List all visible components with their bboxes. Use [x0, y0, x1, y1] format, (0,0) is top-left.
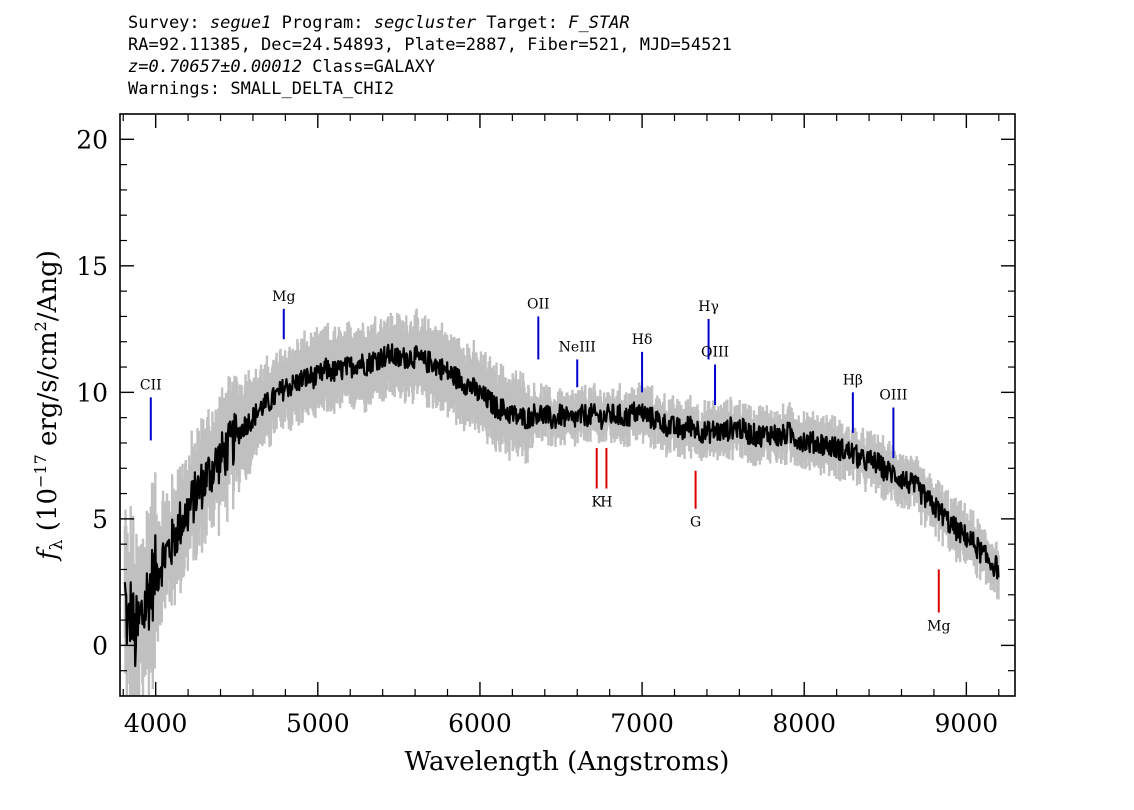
- line-marker-layer: CII Mg OII NeIII Hδ Hγ OIII Hβ OIII KH G Mg: [140, 289, 951, 635]
- line-label-oiii: OIII: [701, 345, 729, 361]
- line-label-h: Hδ: [632, 332, 653, 348]
- flux-layer: [123, 343, 1000, 668]
- y-tick-label: 20: [76, 125, 108, 154]
- line-label-k: K: [591, 495, 602, 511]
- header-line-redshift: z=0.70657±0.00012 Class=GALAXY: [128, 56, 732, 78]
- header-line-target: Survey: segue1 Program: segcluster Targe…: [128, 12, 732, 34]
- y-tick-label: 15: [76, 252, 108, 281]
- spectrum-header: Survey: segue1 Program: segcluster Targe…: [128, 12, 732, 100]
- x-tick-label: 8000: [772, 709, 836, 738]
- class-value: Class=GALAXY: [312, 57, 436, 77]
- program-value: segcluster: [373, 13, 477, 33]
- redshift-value: z=0.70657±0.00012: [128, 57, 302, 77]
- line-label-h: Hγ: [698, 299, 719, 315]
- survey-value: segue1: [209, 13, 272, 33]
- y-tick-label: 5: [92, 505, 108, 534]
- line-label-oii: OII: [527, 296, 550, 312]
- survey-label: Survey:: [128, 13, 200, 33]
- y-axis-label: fλ (10−17 erg/s/cm2/Ang): [31, 250, 67, 562]
- axis-ticks: 4000 5000 6000 7000 8000 9000 0 5 10 15 20: [76, 114, 1015, 738]
- line-label-cii: CII: [140, 377, 162, 393]
- target-label: Target:: [486, 13, 558, 33]
- line-label-oiii: OIII: [879, 388, 907, 404]
- flux-line: [123, 343, 1000, 668]
- error-band-layer: [123, 308, 1000, 696]
- line-label-mg: Mg: [927, 618, 950, 634]
- line-label-mg: Mg: [272, 289, 295, 305]
- target-value: F_STAR: [568, 13, 630, 33]
- x-tick-label: 6000: [448, 709, 512, 738]
- x-axis-label: Wavelength (Angstroms): [405, 747, 730, 777]
- line-label-neiii: NeIII: [559, 339, 596, 355]
- line-label-h: H: [600, 495, 612, 511]
- line-label-g: G: [690, 515, 701, 531]
- program-label: Program:: [281, 13, 364, 33]
- x-tick-label: 4000: [124, 709, 188, 738]
- flux-error-band: [123, 308, 1000, 696]
- x-tick-label: 9000: [935, 709, 999, 738]
- header-line-coords: RA=92.11385, Dec=24.54893, Plate=2887, F…: [128, 35, 732, 55]
- plot-frame: [119, 113, 1016, 697]
- y-tick-label: 10: [76, 378, 108, 407]
- y-tick-label: 0: [92, 631, 108, 660]
- x-tick-label: 5000: [286, 709, 350, 738]
- header-line-warnings: Warnings: SMALL_DELTA_CHI2: [128, 79, 395, 99]
- line-label-h: Hβ: [843, 372, 863, 388]
- x-tick-label: 7000: [610, 709, 674, 738]
